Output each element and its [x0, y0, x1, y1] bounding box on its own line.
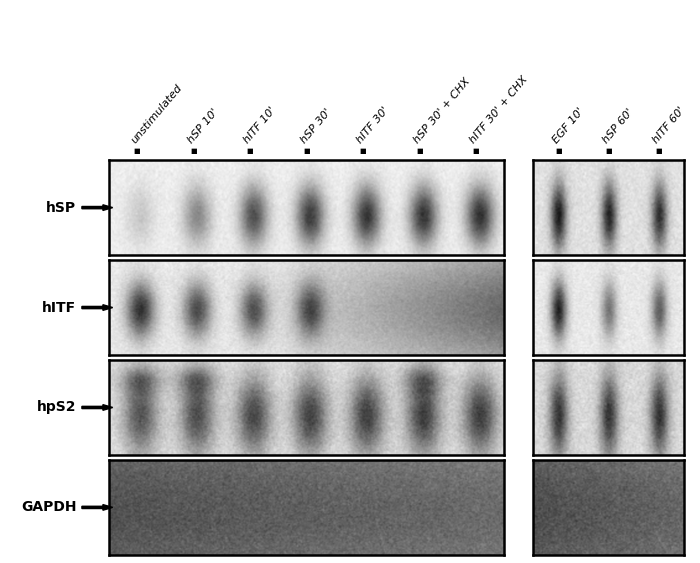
Text: unstimulated: unstimulated: [129, 83, 184, 145]
Text: hITF 60': hITF 60': [651, 105, 687, 145]
Text: ■: ■: [246, 148, 253, 154]
Text: ■: ■: [606, 148, 612, 154]
Text: ■: ■: [134, 148, 140, 154]
Text: GAPDH: GAPDH: [21, 501, 76, 515]
Text: hITF: hITF: [42, 301, 76, 315]
Text: hpS2: hpS2: [37, 400, 76, 414]
Text: hSP 30': hSP 30': [299, 107, 333, 145]
Text: ■: ■: [359, 148, 366, 154]
Text: hSP 60': hSP 60': [601, 107, 636, 145]
Text: hITF 30': hITF 30': [355, 105, 391, 145]
Text: EGF 10': EGF 10': [551, 106, 586, 145]
Text: ■: ■: [473, 148, 479, 154]
Text: hSP 10': hSP 10': [186, 107, 220, 145]
Text: hSP: hSP: [46, 200, 76, 215]
Text: ■: ■: [655, 148, 662, 154]
Text: ■: ■: [416, 148, 423, 154]
Text: ■: ■: [303, 148, 309, 154]
Text: hITF 30' + CHX: hITF 30' + CHX: [468, 74, 530, 145]
Text: hITF 10': hITF 10': [242, 105, 278, 145]
Text: ■: ■: [190, 148, 197, 154]
Text: ■: ■: [555, 148, 562, 154]
Text: hSP 30' + CHX: hSP 30' + CHX: [412, 76, 472, 145]
